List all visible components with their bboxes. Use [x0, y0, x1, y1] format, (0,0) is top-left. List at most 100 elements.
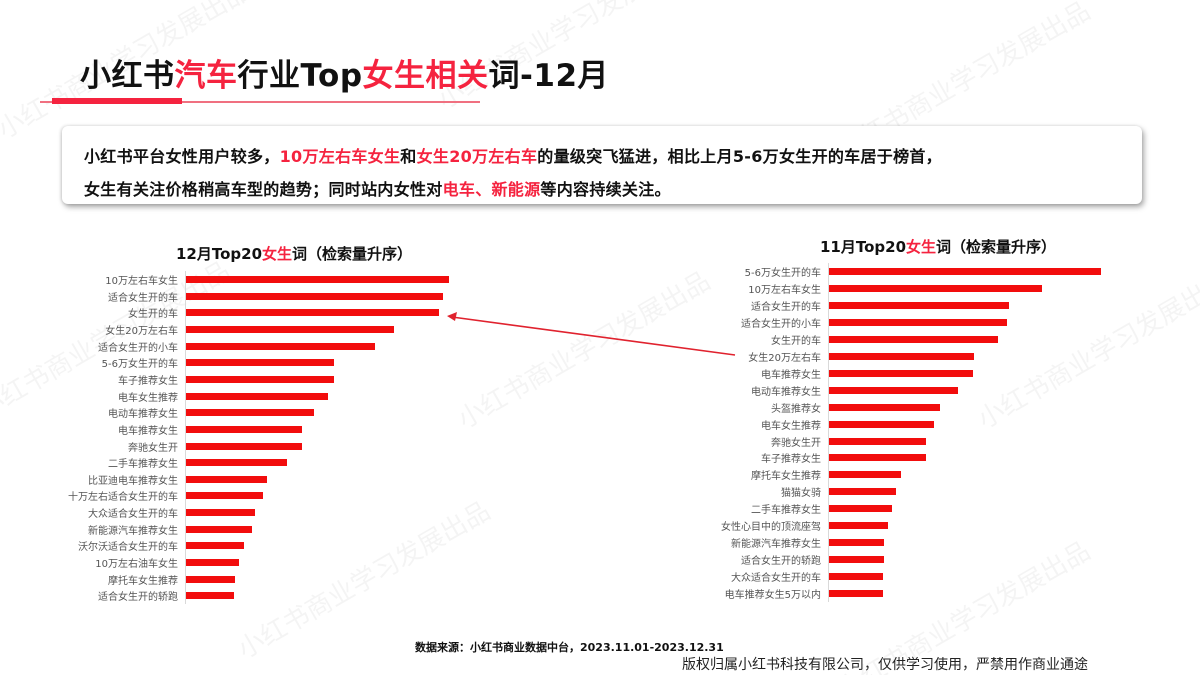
summary-text: 小红书平台女性用户较多，: [84, 147, 280, 166]
bar-label: 女生开的车: [128, 309, 178, 321]
chart-row: 适合女生开的车: [640, 297, 1120, 314]
bar-label: 摩托车女生推荐: [108, 575, 178, 587]
bar: [186, 292, 443, 300]
bar-label: 10万左右车女生: [105, 276, 178, 287]
chart-row: 10万左右车女生: [0, 271, 460, 288]
bar: [829, 573, 883, 581]
bar: [186, 575, 235, 583]
bar-label: 女性心目中的顶流座驾: [721, 522, 821, 534]
chart-row: 女生20万左右车: [0, 321, 460, 338]
bar: [829, 284, 1042, 292]
bar: [829, 403, 940, 411]
summary-highlight: 电车、新能源: [442, 180, 541, 199]
bar: [186, 276, 449, 283]
bar-label: 电车女生推荐: [118, 392, 178, 404]
bar-label: 比亚迪电车推荐女生: [88, 475, 178, 487]
chart-row: 适合女生开的轿跑: [640, 551, 1120, 568]
chart-row: 女生20万左右车: [640, 348, 1120, 365]
bar: [829, 420, 934, 428]
bar: [186, 459, 287, 467]
bar: [186, 542, 244, 550]
chart-title-highlight: 女生: [262, 245, 293, 263]
chart-title-dec: 12月Top20女生词（检索量升序）: [176, 243, 412, 264]
bar: [186, 359, 334, 367]
bar-label: 女生开的车: [771, 335, 821, 347]
summary-box: 小红书平台女性用户较多，10万左右车女生和女生20万左右车的量级突飞猛进，相比上…: [62, 126, 1142, 204]
bar: [829, 488, 896, 496]
chart-row: 适合女生开的轿跑: [0, 587, 460, 604]
chart-row: 猫猫女骑: [640, 483, 1120, 500]
bar: [829, 522, 888, 530]
chart-title-text: 11月Top20: [820, 238, 907, 256]
bar-label: 电车女生推荐: [761, 420, 821, 432]
bar: [186, 375, 334, 383]
bar: [829, 268, 1101, 275]
chart-row: 电动车推荐女生: [0, 404, 460, 421]
summary-text: 女生有关注价格稍高车型的趋势；同时站内女性对: [84, 180, 443, 199]
bar: [829, 437, 926, 445]
chart-row: 适合女生开的小车: [0, 338, 460, 355]
chart-row: 奔驰女生开: [0, 438, 460, 455]
chart-row: 头盔推荐女: [640, 399, 1120, 416]
chart-title-nov: 11月Top20女生词（检索量升序）: [820, 236, 1056, 257]
bar: [186, 592, 234, 600]
bar: [186, 559, 239, 567]
bar: [829, 539, 884, 547]
bar-label: 适合女生开的小车: [98, 342, 178, 354]
bar-label: 车子推荐女生: [761, 454, 821, 466]
summary-highlight: 女生20万左右车: [416, 147, 538, 166]
chart-row: 沃尔沃适合女生开的车: [0, 537, 460, 554]
bar: [829, 369, 973, 377]
summary-line-2: 女生有关注价格稍高车型的趋势；同时站内女性对电车、新能源等内容持续关注。: [84, 173, 1122, 206]
bar: [186, 342, 375, 350]
page-title: 小红书汽车行业Top女生相关词-12月: [80, 50, 609, 95]
bar-label: 电动车推荐女生: [108, 409, 178, 421]
bar-label: 10万左右油车女生: [95, 559, 178, 571]
summary-text: 的量级突飞猛进，相比上月5-6万女生开的车居于榜首，: [537, 147, 942, 166]
chart-axis: [828, 263, 829, 602]
bar-label: 电动车推荐女生: [751, 386, 821, 398]
bar-label: 二手车推荐女生: [751, 505, 821, 517]
copyright: 版权归属小红书科技有限公司，仅供学习使用，严禁用作商业通途: [682, 657, 1088, 673]
bar-label: 女生20万左右车: [748, 352, 821, 364]
chart-row: 女性心目中的顶流座驾: [640, 517, 1120, 534]
summary-line-1: 小红书平台女性用户较多，10万左右车女生和女生20万左右车的量级突飞猛进，相比上…: [84, 140, 1122, 173]
chart-row: 适合女生开的车: [0, 288, 460, 305]
chart-row: 5-6万女生开的车: [640, 263, 1120, 280]
chart-row: 女生开的车: [0, 304, 460, 321]
chart-row: 摩托车女生推荐: [640, 466, 1120, 483]
chart-row: 新能源汽车推荐女生: [0, 521, 460, 538]
chart-row: 10万左右油车女生: [0, 554, 460, 571]
chart-row: 二手车推荐女生: [640, 500, 1120, 517]
bar: [829, 556, 884, 564]
bar-label: 二手车推荐女生: [108, 459, 178, 471]
chart-row: 适合女生开的小车: [640, 314, 1120, 331]
bar: [186, 509, 255, 517]
title-underline: [40, 101, 480, 103]
bar: [186, 492, 263, 500]
chart-axis: [185, 271, 186, 604]
chart-row: 10万左右车女生: [640, 280, 1120, 297]
chart-row: 大众适合女生开的车: [0, 504, 460, 521]
bar-label: 十万左右适合女生开的车: [68, 492, 178, 504]
chart-row: 电车推荐女生5万以内: [640, 585, 1120, 602]
chart-row: 新能源汽车推荐女生: [640, 534, 1120, 551]
bar-label: 大众适合女生开的车: [731, 573, 821, 585]
bar: [186, 392, 328, 400]
bar: [829, 335, 998, 343]
bar: [829, 454, 926, 462]
bar-label: 头盔推荐女: [771, 403, 821, 415]
title-highlight: 汽车: [174, 58, 238, 94]
chart-row: 电车女生推荐: [0, 388, 460, 405]
chart-row: 电车推荐女生: [640, 365, 1120, 382]
bar-label: 新能源汽车推荐女生: [88, 525, 178, 537]
chart-row: 电动车推荐女生: [640, 382, 1120, 399]
title-underline-accent: [52, 98, 182, 104]
bar-label: 奔驰女生开: [128, 442, 178, 454]
bar: [186, 475, 267, 483]
bar-label: 电车推荐女生5万以内: [724, 590, 821, 602]
chart-title-text: 12月Top20: [176, 245, 263, 263]
bar-label: 适合女生开的车: [751, 301, 821, 313]
chart-row: 比亚迪电车推荐女生: [0, 471, 460, 488]
chart-title-text: 词（检索量升序）: [936, 238, 1057, 256]
